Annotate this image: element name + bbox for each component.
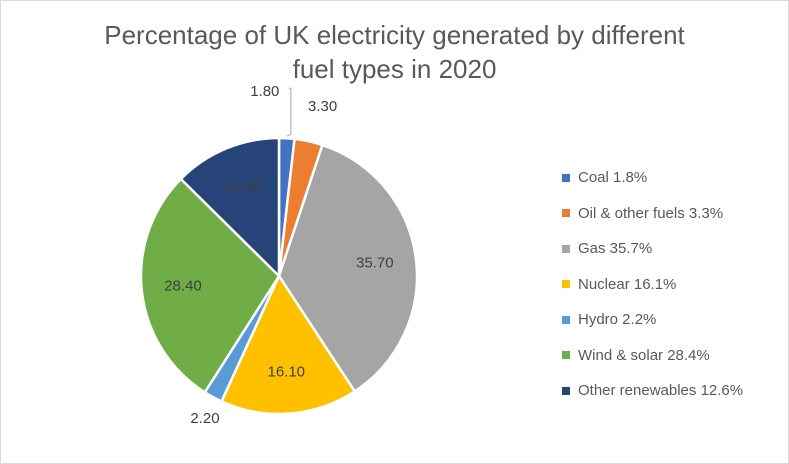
pie-slice-gas: [277, 143, 419, 393]
pie-slice-other-renewables: [179, 136, 281, 278]
legend-swatch-wind-solar: [562, 351, 570, 360]
legend-item-nuclear: Nuclear 16.1%: [562, 267, 743, 303]
data-label-coal: 1.80: [250, 83, 279, 100]
leader-line-coal: [286, 87, 292, 137]
pie-slices: [139, 136, 419, 416]
legend-swatch-nuclear: [562, 280, 570, 289]
pie-slice-wind-solar: [139, 177, 281, 394]
leader-lines: [286, 87, 292, 137]
data-label-hydro: 2.20: [190, 410, 219, 427]
legend-swatch-hydro: [562, 315, 570, 324]
chart-title-line-1: Percentage of UK electricity generated b…: [104, 20, 685, 50]
legend-swatch-coal: [562, 173, 570, 182]
data-label-oil-other-fuels: 3.30: [308, 98, 337, 115]
legend-swatch-other-renewables: [562, 386, 570, 395]
legend: Coal 1.8% Oil & other fuels 3.3% Gas 35.7%…: [562, 160, 743, 409]
data-label-other-renewables: 12.60: [223, 178, 261, 195]
legend-item-oil-other-fuels: Oil & other fuels 3.3%: [562, 196, 743, 232]
legend-item-wind-solar: Wind & solar 28.4%: [562, 338, 743, 374]
legend-label-hydro: Hydro 2.2%: [578, 311, 657, 329]
legend-label-other-renewables: Other renewables 12.6%: [578, 382, 744, 400]
legend-label-wind-solar: Wind & solar 28.4%: [578, 346, 710, 364]
legend-item-gas: Gas 35.7%: [562, 231, 743, 267]
data-label-nuclear: 16.10: [267, 363, 305, 380]
legend-label-coal: Coal 1.8%: [578, 169, 648, 187]
legend-label-nuclear: Nuclear 16.1%: [578, 275, 677, 293]
legend-swatch-gas: [562, 244, 570, 253]
chart-title-line-2: fuel types in 2020: [292, 54, 497, 84]
legend-label-oil-other-fuels: Oil & other fuels 3.3%: [578, 204, 724, 222]
data-labels: 1.80 3.30 35.70 16.10 2.20 28.40 12.60: [164, 83, 393, 427]
legend-swatch-oil-other-fuels: [562, 209, 570, 218]
data-label-gas: 35.70: [356, 254, 394, 271]
legend-item-hydro: Hydro 2.2%: [562, 302, 743, 338]
legend-item-other-renewables: Other renewables 12.6%: [562, 373, 743, 409]
data-label-wind-solar: 28.40: [164, 278, 202, 295]
legend-label-gas: Gas 35.7%: [578, 240, 653, 258]
legend-item-coal: Coal 1.8%: [562, 160, 743, 196]
pie-slice-nuclear: [220, 274, 356, 416]
chart-title: Percentage of UK electricity generated b…: [0, 18, 789, 86]
